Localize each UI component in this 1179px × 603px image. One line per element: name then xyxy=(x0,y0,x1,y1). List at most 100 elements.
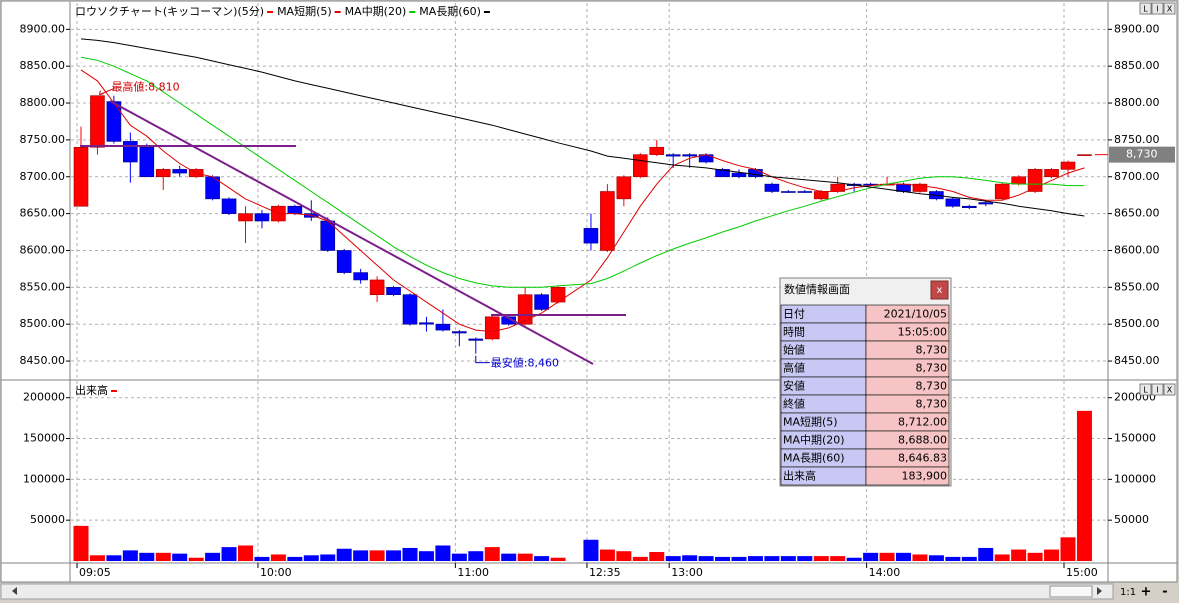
y-tick-label: 100000 xyxy=(1114,472,1156,485)
y-tick-label: 8550.00 xyxy=(20,280,66,293)
volume-bar xyxy=(287,556,303,561)
volume-bar xyxy=(846,557,862,561)
panel-button[interactable] xyxy=(1151,2,1164,15)
candle-body xyxy=(172,169,187,174)
info-label: 安値 xyxy=(783,379,805,393)
candle-body xyxy=(221,198,237,214)
x-tick-label: 12:35 xyxy=(589,566,621,579)
panel-button[interactable] xyxy=(1139,2,1152,15)
candle-body xyxy=(123,141,138,163)
scrollbar[interactable] xyxy=(0,583,1114,600)
info-label: MA中期(20) xyxy=(783,434,845,447)
panel-button-label[interactable]: I xyxy=(1156,5,1158,14)
volume-bar xyxy=(122,550,138,561)
volume-bar xyxy=(106,555,122,561)
info-value: 8,730 xyxy=(916,344,948,357)
volume-bar xyxy=(912,554,928,561)
panel-button-label[interactable]: L xyxy=(1143,386,1148,395)
low-label: 最安値:8,460 xyxy=(491,356,559,370)
scroll-right[interactable] xyxy=(1097,587,1102,595)
panel-button-label[interactable]: I xyxy=(1156,386,1158,395)
volume-bar xyxy=(501,553,517,561)
volume-bar xyxy=(1027,552,1043,561)
ma-line xyxy=(80,69,1085,333)
info-value: 8,646.83 xyxy=(898,452,947,465)
volume-bar xyxy=(731,556,747,561)
volume-bar xyxy=(139,552,155,561)
scroll-left[interactable] xyxy=(12,587,17,595)
volume-bar xyxy=(863,552,879,561)
volume-bar xyxy=(813,556,829,561)
info-value: 8,712.00 xyxy=(898,416,947,429)
panel-button[interactable] xyxy=(1163,2,1176,15)
candle-body xyxy=(649,146,665,155)
candle-body xyxy=(764,183,780,192)
y-tick-label: 8850.00 xyxy=(1114,59,1160,72)
volume-bar xyxy=(155,552,171,561)
candle-body xyxy=(517,294,533,325)
candle-body xyxy=(731,172,747,178)
volume-bar xyxy=(1060,537,1076,561)
candle-body xyxy=(287,205,303,214)
volume-bar xyxy=(715,556,731,561)
zoom-in[interactable]: + xyxy=(1141,585,1152,600)
volume-bar xyxy=(386,550,402,561)
info-value: 8,730 xyxy=(916,380,948,393)
volume-bar xyxy=(435,545,451,561)
candle-body xyxy=(155,169,171,178)
volume-bar xyxy=(402,547,418,561)
panel-button[interactable] xyxy=(1151,383,1164,396)
panel-button-label[interactable]: X xyxy=(1167,386,1173,395)
volume-bar xyxy=(221,547,237,561)
panel-button[interactable] xyxy=(1139,383,1152,396)
scroll-thumb[interactable] xyxy=(1049,585,1093,598)
volume-bar xyxy=(172,553,188,561)
y-tick-label: 50000 xyxy=(1114,513,1149,526)
volume-bar xyxy=(1076,410,1092,561)
ma-line xyxy=(80,38,1085,217)
close-button-label[interactable]: x xyxy=(937,285,943,296)
volume-bar xyxy=(994,554,1010,561)
volume-bar xyxy=(632,556,648,561)
candle-body xyxy=(419,322,434,325)
candle-body xyxy=(106,101,122,142)
x-tick-label: 10:00 xyxy=(260,566,292,579)
info-label: 時間 xyxy=(783,326,805,339)
candle-body xyxy=(501,316,517,325)
y-tick-label: 8750.00 xyxy=(20,133,66,146)
panel-button-label[interactable]: X xyxy=(1167,5,1173,14)
panel-button[interactable] xyxy=(1163,383,1176,396)
info-label: 出来高 xyxy=(783,469,816,483)
x-tick-label: 13:00 xyxy=(671,566,703,579)
x-tick-label: 15:00 xyxy=(1066,566,1098,579)
y-tick-label: 50000 xyxy=(30,513,65,526)
volume-bar xyxy=(616,551,632,561)
volume-bar xyxy=(649,552,665,561)
x-tick-label: 09:05 xyxy=(79,566,111,579)
candle-body xyxy=(435,323,451,331)
volume-bar xyxy=(780,556,796,561)
volume-bar xyxy=(797,556,813,561)
volume-bar xyxy=(1011,549,1027,561)
candle-body xyxy=(616,176,632,200)
y-tick-label: 200000 xyxy=(23,391,65,404)
close-button[interactable] xyxy=(930,280,949,300)
candle-body xyxy=(386,287,401,296)
candle-body xyxy=(336,250,352,273)
candle-body xyxy=(945,198,961,207)
volume-bar xyxy=(89,555,105,561)
last-price-label: 8,730 xyxy=(1126,148,1158,161)
trend-line[interactable] xyxy=(109,100,594,365)
zoom-out[interactable]: - xyxy=(1162,585,1167,600)
info-label: 終値 xyxy=(783,397,805,411)
candle-body xyxy=(1011,176,1026,185)
volume-bar xyxy=(270,554,286,561)
volume-bar xyxy=(830,556,846,561)
info-value: 8,730 xyxy=(916,398,948,411)
annotation-arrow xyxy=(98,88,114,96)
panel-button-label[interactable]: L xyxy=(1143,5,1148,14)
high-label: 最高値:8,810 xyxy=(111,80,179,94)
y-tick-label: 8850.00 xyxy=(20,59,66,72)
